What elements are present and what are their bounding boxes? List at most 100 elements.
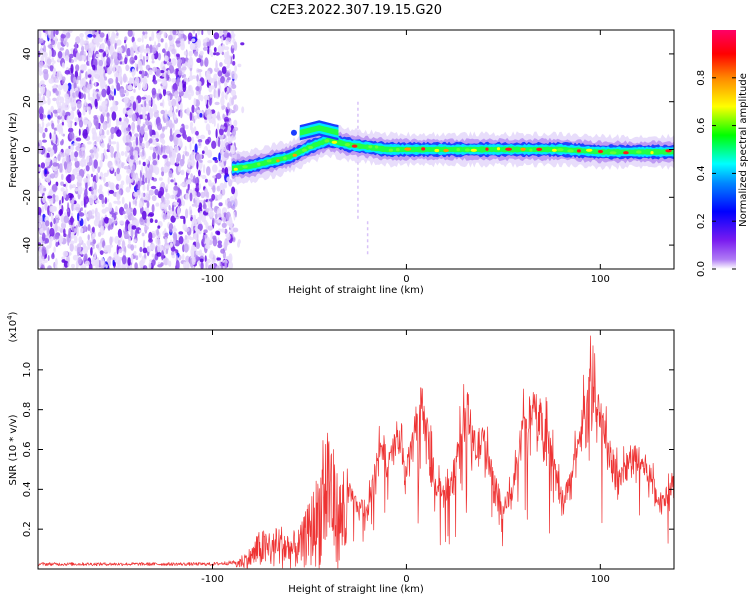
spectrogram-speckle bbox=[100, 257, 105, 266]
spectrogram-speckle bbox=[182, 223, 187, 231]
spectrogram-speckle bbox=[77, 185, 83, 195]
spectrogram-speckle bbox=[111, 95, 114, 101]
spectrogram-speckle bbox=[180, 183, 185, 187]
spectrogram-speckle bbox=[219, 62, 223, 67]
spectrogram-speckle bbox=[131, 121, 136, 131]
spectrogram-speckle bbox=[141, 142, 145, 149]
spectrogram-speckle bbox=[151, 176, 155, 181]
spectrogram-speckle bbox=[55, 134, 58, 145]
spectrogram-speckle bbox=[134, 62, 137, 69]
spectrogram-speckle bbox=[142, 265, 148, 269]
spectrogram-speckle bbox=[40, 45, 43, 52]
spectrogram-speckle bbox=[146, 217, 150, 227]
spectrogram-speckle bbox=[118, 53, 122, 60]
spectrogram-speckle bbox=[144, 31, 148, 35]
spectrogram-speckle bbox=[204, 244, 211, 250]
spectrogram-speckle bbox=[112, 32, 116, 40]
spectrogram-speckle bbox=[63, 260, 69, 268]
spectrogram-speckle bbox=[173, 114, 177, 121]
spectrogram-speckle bbox=[94, 98, 98, 108]
spectrogram-speckle bbox=[220, 76, 225, 84]
spectrogram-speckle bbox=[66, 208, 70, 213]
spectrogram-speckle bbox=[100, 113, 105, 124]
spectrogram-speckle bbox=[148, 69, 153, 75]
spectrogram-speckle bbox=[88, 57, 91, 66]
spectrogram-speckle bbox=[87, 180, 90, 187]
spectrogram-speckle bbox=[100, 142, 105, 148]
spectrogram-speckle bbox=[205, 208, 210, 213]
spectrogram-speckle bbox=[224, 167, 229, 176]
spectrogram-speckle bbox=[220, 96, 225, 107]
spectrogram-speckle bbox=[126, 169, 132, 174]
spectrogram-speckle bbox=[218, 261, 221, 267]
spectrogram-speckle bbox=[93, 70, 99, 74]
spectrogram-speckle bbox=[148, 182, 151, 187]
spectrogram-speckle bbox=[72, 254, 79, 261]
spectrogram-speckle bbox=[196, 80, 202, 87]
spectrogram-speckle bbox=[165, 145, 171, 154]
spectrogram-speckle bbox=[132, 199, 136, 206]
spectrogram-speckle bbox=[127, 257, 131, 266]
spectrogram-speckle bbox=[125, 186, 131, 193]
spectrogram-hotspot bbox=[421, 147, 426, 151]
spectrogram-speckle bbox=[202, 234, 205, 244]
spectrogram-speckle bbox=[145, 158, 149, 165]
spectrogram-speckle bbox=[196, 191, 201, 198]
spectrogram-speckle bbox=[68, 95, 74, 104]
spectrogram-speckle bbox=[90, 173, 94, 178]
spectrogram-speckle bbox=[42, 195, 46, 204]
spectrogram-speckle bbox=[49, 173, 56, 179]
spectrogram-speckle bbox=[204, 255, 207, 262]
spectrogram-speckle bbox=[61, 80, 64, 84]
spectrogram-speckle bbox=[230, 89, 237, 97]
spectrogram-speckle bbox=[68, 53, 74, 59]
spectrogram-hotspot bbox=[576, 149, 581, 153]
spectrogram-speckle bbox=[171, 204, 175, 212]
spectrogram-speckle bbox=[207, 46, 210, 55]
spectrogram-speckle bbox=[137, 180, 141, 191]
spectrogram-speckle bbox=[70, 102, 76, 108]
spectrogram-speckle bbox=[143, 34, 148, 39]
spectrogram-speckle bbox=[142, 161, 146, 167]
spectrogram-speckle bbox=[227, 201, 233, 209]
spectrogram-speckle bbox=[110, 165, 114, 171]
spectrogram-speckle bbox=[55, 242, 59, 247]
spectrogram-speckle bbox=[169, 194, 175, 199]
spectrogram-speckle bbox=[187, 93, 192, 101]
snr-plot-area bbox=[38, 335, 674, 569]
spectrogram-speckle bbox=[184, 235, 188, 240]
spectrogram-speckle bbox=[169, 106, 173, 112]
spectrogram-speckle bbox=[48, 239, 52, 248]
spectrogram-speckle bbox=[53, 246, 56, 253]
spectrogram-speckle bbox=[168, 58, 171, 63]
spectrogram-speckle bbox=[76, 172, 80, 178]
spectrogram-speckle bbox=[115, 76, 119, 84]
spectrogram-speckle bbox=[163, 169, 168, 174]
spectrogram-speckle bbox=[232, 53, 235, 60]
y-tick-label: 0.8 bbox=[22, 402, 33, 418]
spectrogram-speckle bbox=[94, 252, 97, 259]
spectrogram-speckle bbox=[210, 85, 215, 90]
spectrogram-speckle bbox=[49, 205, 55, 213]
spectrogram-speckle bbox=[234, 65, 238, 72]
spectrogram-speckle bbox=[61, 76, 66, 82]
spectrogram-speckle bbox=[46, 152, 50, 159]
spectrogram-speckle bbox=[107, 78, 114, 84]
spectrogram-speckle bbox=[87, 240, 91, 250]
spectrogram-speckle bbox=[127, 223, 132, 233]
spectrogram-speckle bbox=[181, 200, 185, 207]
spectrogram-speckle bbox=[73, 142, 79, 146]
spectrogram-speckle bbox=[70, 174, 75, 181]
spectrogram-speckle bbox=[164, 55, 169, 62]
spectrogram-speckle bbox=[97, 231, 102, 237]
spectrogram-speckle bbox=[157, 43, 161, 48]
spectrogram-speckle bbox=[82, 129, 88, 139]
spectrogram-speckle bbox=[91, 146, 98, 156]
spectrogram-speckle bbox=[165, 184, 169, 190]
spectrogram-speckle bbox=[175, 259, 180, 269]
spectrogram-speckle bbox=[70, 88, 73, 98]
spectrogram-speckle bbox=[206, 166, 211, 176]
spectrogram-speckle bbox=[74, 41, 78, 52]
spectrogram-speckle bbox=[73, 228, 77, 234]
spectrogram-speckle bbox=[135, 255, 139, 261]
